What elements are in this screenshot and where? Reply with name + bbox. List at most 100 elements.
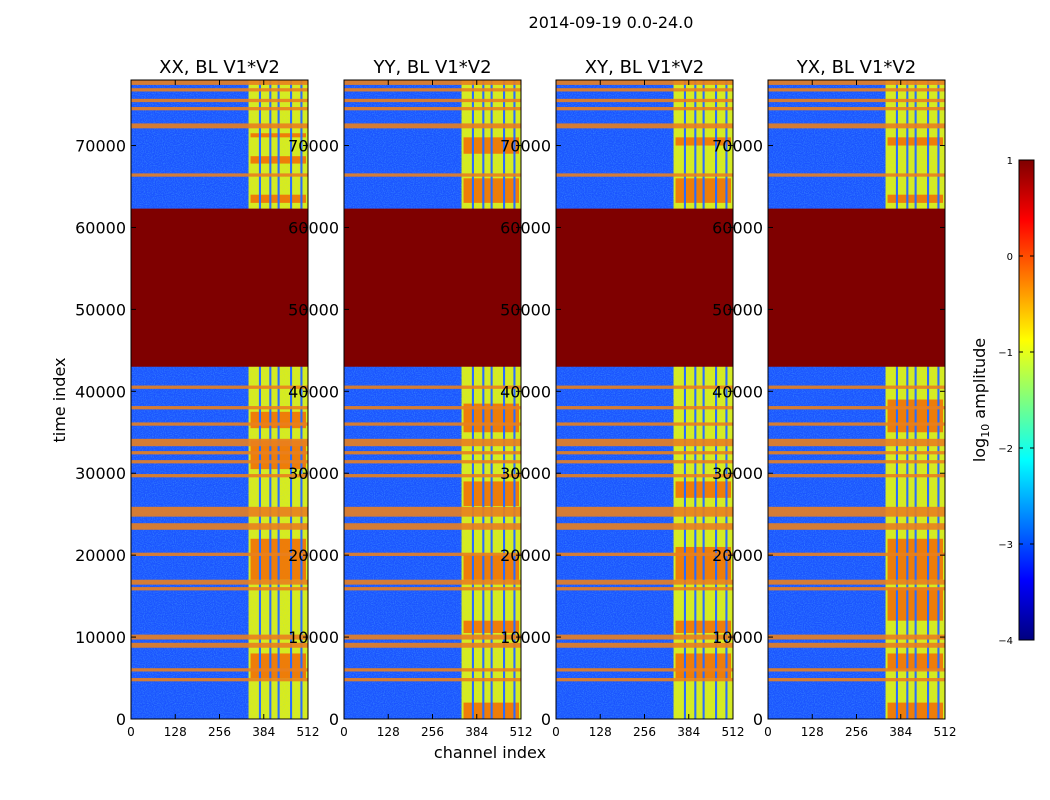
- rfi-row: [131, 523, 308, 530]
- rfi-row: [556, 173, 733, 177]
- panel-plot-area: [344, 80, 521, 719]
- rfi-row: [556, 552, 733, 556]
- rfi-row: [768, 98, 945, 103]
- rfi-row: [131, 385, 308, 389]
- y-tick-label: 10000: [75, 628, 126, 647]
- rfi-row: [768, 579, 945, 585]
- y-tick-label: 10000: [288, 628, 339, 647]
- channel-gap: [290, 80, 293, 719]
- rfi-row: [556, 107, 733, 111]
- x-tick-label: 384: [677, 725, 700, 739]
- rfi-row: [768, 678, 945, 682]
- x-tick-label: 128: [589, 725, 612, 739]
- colorbar-tick-label: 0: [1007, 252, 1013, 263]
- channel-gap: [490, 80, 493, 719]
- y-tick-label: 70000: [75, 137, 126, 156]
- rfi-row: [344, 422, 521, 426]
- rfi-row: [131, 642, 308, 648]
- x-tick-label: 128: [801, 725, 824, 739]
- rfi-row: [344, 634, 521, 640]
- y-tick-label: 40000: [712, 382, 763, 401]
- rfi-row: [131, 668, 308, 672]
- rfi-row: [344, 88, 521, 92]
- rfi-row: [344, 98, 521, 103]
- x-tick-label: 0: [552, 725, 560, 739]
- rfi-row: [768, 523, 945, 530]
- saturated-block: [768, 208, 945, 367]
- rfi-row: [344, 438, 521, 447]
- heatmap-panels: XX, BL V1*V2 0 128 256 384 512 0 10000 20000 3000…: [75, 57, 956, 739]
- channel-gap: [513, 80, 516, 719]
- x-tick-label: 128: [377, 725, 400, 739]
- y-tick-label: 10000: [712, 628, 763, 647]
- y-tick-label: 60000: [288, 218, 339, 237]
- rfi-row: [556, 385, 733, 389]
- channel-gap: [683, 80, 686, 719]
- rfi-row: [344, 579, 521, 585]
- rfi-row: [556, 474, 733, 478]
- rfi-row: [344, 506, 521, 517]
- panel-title: YY, BL V1*V2: [372, 57, 491, 78]
- panel-plot-area: [768, 80, 945, 719]
- y-tick-label: 40000: [75, 382, 126, 401]
- channel-gap: [482, 80, 485, 719]
- x-tick-label: 256: [208, 725, 231, 739]
- x-tick-label: 512: [510, 725, 533, 739]
- rfi-row: [556, 451, 733, 455]
- x-tick-label: 384: [465, 725, 488, 739]
- panel-title: XY, BL V1*V2: [585, 57, 704, 78]
- channel-gap: [258, 80, 261, 719]
- x-tick-label: 512: [934, 725, 957, 739]
- rfi-row: [344, 678, 521, 682]
- y-tick-label: 0: [116, 710, 126, 729]
- panel-title: YX, BL V1*V2: [796, 57, 916, 78]
- y-tick-label: 20000: [288, 546, 339, 565]
- rfi-row: [768, 474, 945, 478]
- y-tick-label: 40000: [288, 382, 339, 401]
- x-tick-label: 384: [252, 725, 275, 739]
- channel-gap: [895, 80, 898, 719]
- x-tick-label: 0: [764, 725, 772, 739]
- rfi-row: [131, 422, 308, 426]
- rfi-row: [344, 552, 521, 556]
- rfi-row: [344, 107, 521, 111]
- rfi-row: [344, 451, 521, 455]
- saturated-block: [556, 208, 733, 367]
- rfi-row: [344, 474, 521, 478]
- channel-gap: [906, 80, 909, 719]
- x-tick-label: 384: [889, 725, 912, 739]
- rfi-row: [556, 406, 733, 410]
- channel-gap: [277, 80, 280, 719]
- y-tick-label: 40000: [500, 382, 551, 401]
- colorbar-tick-label: 1: [1007, 156, 1013, 167]
- y-tick-label: 50000: [500, 300, 551, 319]
- rfi-row: [768, 123, 945, 129]
- x-axis-label: channel index: [434, 743, 546, 762]
- rfi-row: [768, 438, 945, 447]
- channel-gap: [914, 80, 917, 719]
- rfi-row: [131, 98, 308, 103]
- y-tick-label: 10000: [500, 628, 551, 647]
- rfi-row: [768, 552, 945, 556]
- rfi-row: [768, 406, 945, 410]
- panel-2: YY, BL V1*V2 0 128 256 384 512 0 10000 20000 3000…: [288, 57, 532, 739]
- figure-suptitle: 2014-09-19 0.0-24.0: [529, 13, 694, 32]
- y-tick-label: 0: [753, 710, 763, 729]
- rfi-row: [344, 642, 521, 648]
- rfi-row: [131, 474, 308, 478]
- rfi-row: [768, 460, 945, 464]
- y-tick-label: 50000: [75, 300, 126, 319]
- rfi-row: [768, 642, 945, 648]
- y-tick-label: 60000: [712, 218, 763, 237]
- y-tick-label: 30000: [500, 464, 551, 483]
- rfi-row: [768, 587, 945, 591]
- rfi-row: [344, 385, 521, 389]
- rfi-row: [556, 587, 733, 591]
- rfi-row: [131, 460, 308, 464]
- rfi-row: [768, 668, 945, 672]
- rfi-row: [131, 406, 308, 410]
- panel-1: XX, BL V1*V2 0 128 256 384 512 0 10000 20000 3000…: [75, 57, 319, 739]
- rfi-row: [556, 678, 733, 682]
- rfi-row: [556, 88, 733, 92]
